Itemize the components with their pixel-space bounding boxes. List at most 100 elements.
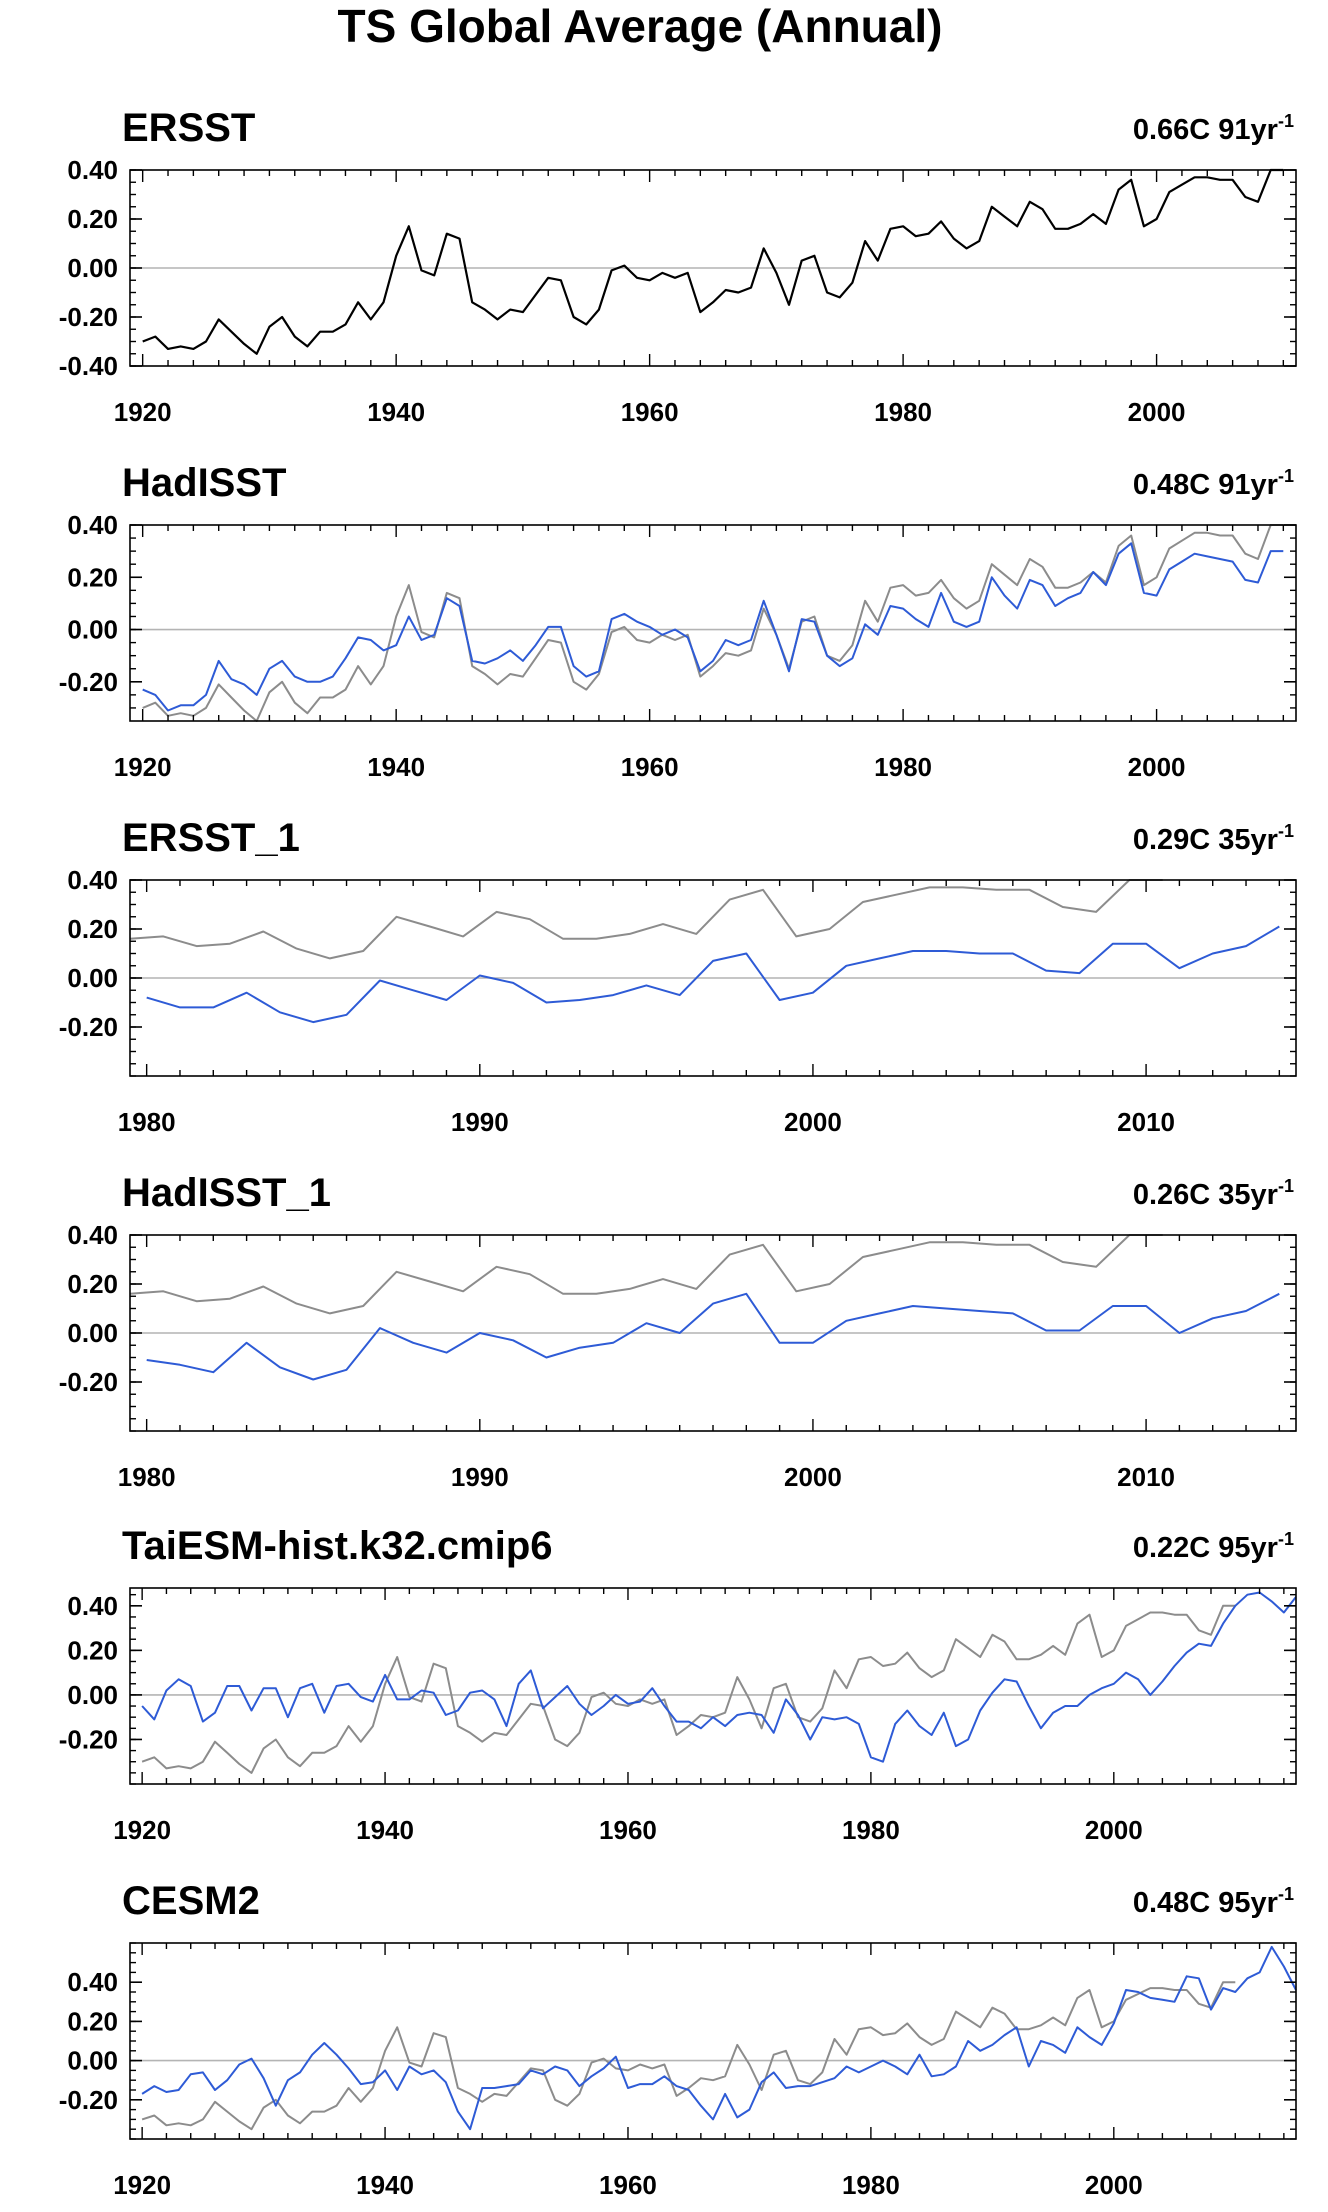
- panel-title: ERSST: [122, 106, 255, 150]
- x-tick-label: 1980: [874, 752, 932, 782]
- x-tick-label: 1980: [842, 2170, 900, 2200]
- x-tick-label: 2000: [1085, 2170, 1143, 2200]
- series-line-ref: [142, 524, 1284, 722]
- x-tick-label: 1920: [113, 2170, 171, 2200]
- x-tick-label: 1980: [842, 1815, 900, 1845]
- x-tick-label: 2000: [1128, 397, 1186, 427]
- trend-text: 0.48C 91yr: [1133, 469, 1278, 501]
- y-tick-label: 0.40: [67, 510, 118, 540]
- trend-text: 0.66C 91yr: [1133, 114, 1278, 146]
- trend-text: 0.48C 95yr: [1133, 1887, 1278, 1919]
- series-line-ref: [129, 1234, 1163, 1315]
- trend-label: 0.48C 95yr-1: [1133, 1884, 1294, 1919]
- x-tick-label: 2000: [1085, 1815, 1143, 1845]
- y-tick-label: 0.20: [67, 562, 118, 592]
- trend-exponent: -1: [1278, 466, 1294, 486]
- plot-frame: [129, 1942, 1297, 2140]
- y-tick-label: -0.40: [59, 351, 118, 381]
- trend-label: 0.66C 91yr-1: [1133, 111, 1294, 146]
- trend-text: 0.26C 35yr: [1133, 1179, 1278, 1211]
- x-tick-label: 1940: [356, 1815, 414, 1845]
- y-tick-label: 0.40: [67, 1220, 118, 1250]
- y-tick-label: 0.00: [67, 2046, 118, 2076]
- chart-panel-4: HadISST_1 0.26C 35yr-1 0.40 0.20 0.00 -0.20 19…: [59, 1171, 1297, 1492]
- plot-frame: [129, 1587, 1297, 1785]
- trend-text: 0.29C 35yr: [1133, 824, 1278, 856]
- panels: ERSST 0.66C 91yr-10.400.200.00-0.20-0.401…: [59, 106, 1297, 2200]
- x-tick-label: 1920: [114, 752, 172, 782]
- y-tick-label: 0.40: [67, 155, 118, 185]
- series-line-model: [146, 1292, 1280, 1381]
- trend-exponent: -1: [1278, 1176, 1294, 1196]
- y-tick-label: 0.20: [67, 204, 118, 234]
- trend-label: 0.22C 95yr-1: [1133, 1529, 1294, 1564]
- y-tick-label: -0.20: [59, 2085, 118, 2115]
- y-tick-label: 0.20: [67, 914, 118, 944]
- y-tick-label: 0.00: [67, 963, 118, 993]
- trend-label: 0.29C 35yr-1: [1133, 821, 1294, 856]
- trend-exponent: -1: [1278, 1529, 1294, 1549]
- plot-frame: [129, 524, 1297, 722]
- panel-title: HadISST_1: [122, 1171, 331, 1215]
- x-tick-label: 1980: [118, 1107, 176, 1137]
- y-tick-label: 0.40: [67, 1967, 118, 1997]
- series-line-ref: [141, 1604, 1236, 1774]
- chart-panel-5: TaiESM-hist.k32.cmip6 0.22C 95yr-1 0.40 0.2…: [59, 1524, 1297, 1845]
- y-tick-label: -0.20: [59, 1724, 118, 1754]
- series-line-model: [146, 925, 1280, 1024]
- trend-label: 0.48C 91yr-1: [1133, 466, 1294, 501]
- x-tick-label: 1990: [451, 1107, 509, 1137]
- trend-exponent: -1: [1278, 821, 1294, 841]
- panel-title: ERSST_1: [122, 816, 300, 860]
- y-tick-label: 0.00: [67, 1680, 118, 1710]
- panel-title: CESM2: [122, 1879, 260, 1923]
- series-line-ref: [129, 879, 1163, 960]
- series-line-model: [142, 542, 1284, 712]
- y-tick-label: 0.20: [67, 2006, 118, 2036]
- y-tick-label: -0.20: [59, 667, 118, 697]
- y-tick-label: 0.20: [67, 1635, 118, 1665]
- x-tick-label: 1920: [114, 397, 172, 427]
- y-tick-label: -0.20: [59, 1012, 118, 1042]
- x-tick-label: 1960: [599, 1815, 657, 1845]
- panel-title: HadISST: [122, 461, 286, 505]
- x-tick-label: 2000: [784, 1462, 842, 1492]
- y-tick-label: 0.40: [67, 1591, 118, 1621]
- series-line-model: [141, 1591, 1297, 1763]
- main-title: TS Global Average (Annual): [338, 0, 943, 52]
- x-tick-label: 2010: [1117, 1462, 1175, 1492]
- y-tick-label: 0.00: [67, 615, 118, 645]
- y-tick-label: 0.00: [67, 253, 118, 283]
- y-tick-label: -0.20: [59, 302, 118, 332]
- chart-panel-2: HadISST 0.48C 91yr-1 0.40 0.20 0.00 -0.20 1920…: [59, 461, 1297, 782]
- x-tick-label: 2010: [1117, 1107, 1175, 1137]
- chart-panel-6: CESM2 0.48C 95yr-1 0.40 0.20 0.00 -0.20 1920 19…: [59, 1879, 1297, 2200]
- x-tick-label: 1940: [367, 397, 425, 427]
- y-tick-label: -0.20: [59, 1367, 118, 1397]
- panel-title: TaiESM-hist.k32.cmip6: [122, 1524, 553, 1568]
- trend-exponent: -1: [1278, 1884, 1294, 1904]
- x-tick-label: 1920: [113, 1815, 171, 1845]
- trend-exponent: -1: [1278, 111, 1294, 131]
- y-tick-label: 0.20: [67, 1269, 118, 1299]
- x-tick-label: 1990: [451, 1462, 509, 1492]
- series-line-model: [141, 1945, 1297, 2131]
- series-line-obs: [142, 168, 1284, 355]
- x-tick-label: 1960: [599, 2170, 657, 2200]
- trend-text: 0.22C 95yr: [1133, 1532, 1278, 1564]
- x-tick-label: 1960: [621, 397, 679, 427]
- x-tick-label: 1960: [621, 752, 679, 782]
- x-tick-label: 1980: [118, 1462, 176, 1492]
- x-tick-label: 1980: [874, 397, 932, 427]
- y-tick-label: 0.40: [67, 865, 118, 895]
- x-tick-label: 1940: [367, 752, 425, 782]
- trend-label: 0.26C 35yr-1: [1133, 1176, 1294, 1211]
- x-tick-label: 2000: [1128, 752, 1186, 782]
- chart-panel-1: ERSST 0.66C 91yr-1 0.40 0.20 0.00 -0.20 -0.40 1…: [59, 106, 1297, 427]
- x-tick-label: 2000: [784, 1107, 842, 1137]
- y-tick-label: 0.00: [67, 1318, 118, 1348]
- chart-panel-3: ERSST_1 0.29C 35yr-1 0.40 0.20 0.00 -0.20 1980…: [59, 816, 1297, 1137]
- series-line-ref: [141, 1981, 1236, 2131]
- x-tick-label: 1940: [356, 2170, 414, 2200]
